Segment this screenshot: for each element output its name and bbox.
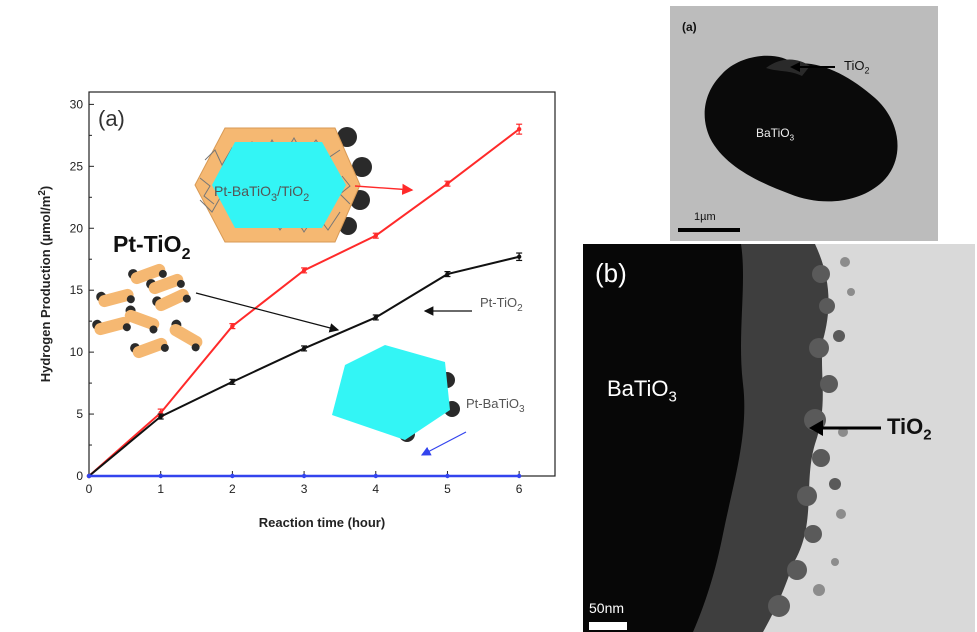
data-point (158, 473, 163, 479)
x-tick-label: 4 (372, 482, 379, 496)
pt-particle (352, 157, 372, 177)
data-point (516, 473, 522, 479)
y-tick-label: 15 (70, 283, 84, 297)
tem-a-arrow (790, 62, 800, 72)
data-point (445, 473, 450, 479)
pt-tio2-rod (152, 288, 191, 312)
pt-tio2-rod (96, 288, 135, 308)
data-point (158, 414, 163, 419)
tio2-nanoparticles (768, 265, 845, 617)
pt-tio2-rod (128, 263, 167, 285)
data-point (230, 323, 235, 329)
y-tick-label: 30 (70, 97, 84, 111)
batio3-particle-dark (704, 55, 898, 202)
x-tick-label: 1 (157, 482, 164, 496)
series-layer (86, 123, 523, 479)
data-point (445, 181, 450, 186)
tem-b-panel-label: (b) (595, 258, 627, 288)
pt-tio2-rod (146, 273, 185, 295)
batio3-particle-illustration (332, 345, 460, 442)
pt-tio2-rods-illustration (92, 263, 203, 359)
tem-image-a: (a) TiO2 BaTiO3 1µm (670, 6, 938, 241)
tio2-texture (199, 177, 215, 205)
x-tick-label: 0 (86, 482, 93, 496)
x-tick-label: 6 (516, 482, 523, 496)
tem-a-batio3-label: BaTiO3 (756, 126, 795, 143)
tem-b-batio3-label: BaTiO3 (607, 376, 677, 406)
tem-a-panel-label: (a) (682, 20, 697, 34)
hybrid-particle-illustration: Pt-BaTiO3/TiO2 (194, 127, 414, 243)
y-tick-label: 0 (76, 469, 83, 483)
data-point (445, 271, 450, 277)
pt-tio2-series-label: Pt-TiO2 (480, 295, 523, 314)
y-tick-label: 5 (76, 407, 83, 421)
tem-b-scale-label: 50nm (589, 600, 625, 616)
pt-tio2-rod (124, 305, 160, 334)
data-point (301, 268, 307, 273)
pt-tio2-rod (169, 319, 203, 352)
chart-panel-label: (a) (98, 106, 125, 131)
data-point (373, 233, 378, 238)
pt-batio3-series-label: Pt-BaTiO3 (466, 396, 525, 415)
tem-image-b: (b) BaTiO3 TiO2 50nm (583, 244, 975, 632)
data-point (230, 473, 235, 479)
batio3-core (212, 142, 346, 228)
data-point (373, 315, 378, 320)
x-tick-label: 2 (229, 482, 236, 496)
batio3-particle (332, 345, 450, 440)
x-tick-label: 3 (301, 482, 308, 496)
tem-b-drawing (583, 244, 975, 632)
tem-a-drawing (670, 6, 938, 241)
pt-batio3-arrow (420, 431, 467, 456)
data-point (230, 379, 235, 385)
pt-tio2-big-label: Pt-TiO2 (113, 231, 191, 263)
data-point (516, 126, 522, 132)
pt-particle (337, 127, 357, 147)
tem-a-scale-label: 1µm (694, 211, 716, 223)
pt-tio2-rod (130, 337, 169, 359)
batio3-core-region (583, 244, 745, 632)
x-tick-label: 5 (444, 482, 451, 496)
pt-tio2-rod (92, 316, 131, 336)
tem-a-scale-bar (678, 228, 740, 232)
data-point (86, 473, 92, 479)
y-tick-label: 10 (70, 345, 84, 359)
y-axis-label: Hydrogen Production (µmol/m2) (37, 186, 53, 383)
tio2-texture (339, 175, 351, 205)
tem-b-tio2-label: TiO2 (887, 414, 932, 444)
y-tick-label: 20 (70, 221, 84, 235)
data-point (301, 346, 307, 351)
data-point (301, 473, 307, 479)
tem-a-tio2-label: TiO2 (844, 58, 870, 76)
y-tick-label: 25 (70, 159, 84, 173)
rods-arrow (195, 292, 340, 333)
data-point (516, 254, 522, 259)
x-axis-label: Reaction time (hour) (259, 515, 385, 530)
hydrogen-production-chart: 0 1 2 3 4 5 6 0 5 10 15 20 25 30 Reaction time (hour)… (37, 91, 556, 530)
hybrid-arrow (354, 183, 414, 195)
tem-b-scale-bar (589, 622, 627, 630)
data-point (373, 473, 378, 479)
tem-b-arrow (809, 420, 823, 436)
hybrid-label: Pt-BaTiO3/TiO2 (214, 183, 309, 204)
